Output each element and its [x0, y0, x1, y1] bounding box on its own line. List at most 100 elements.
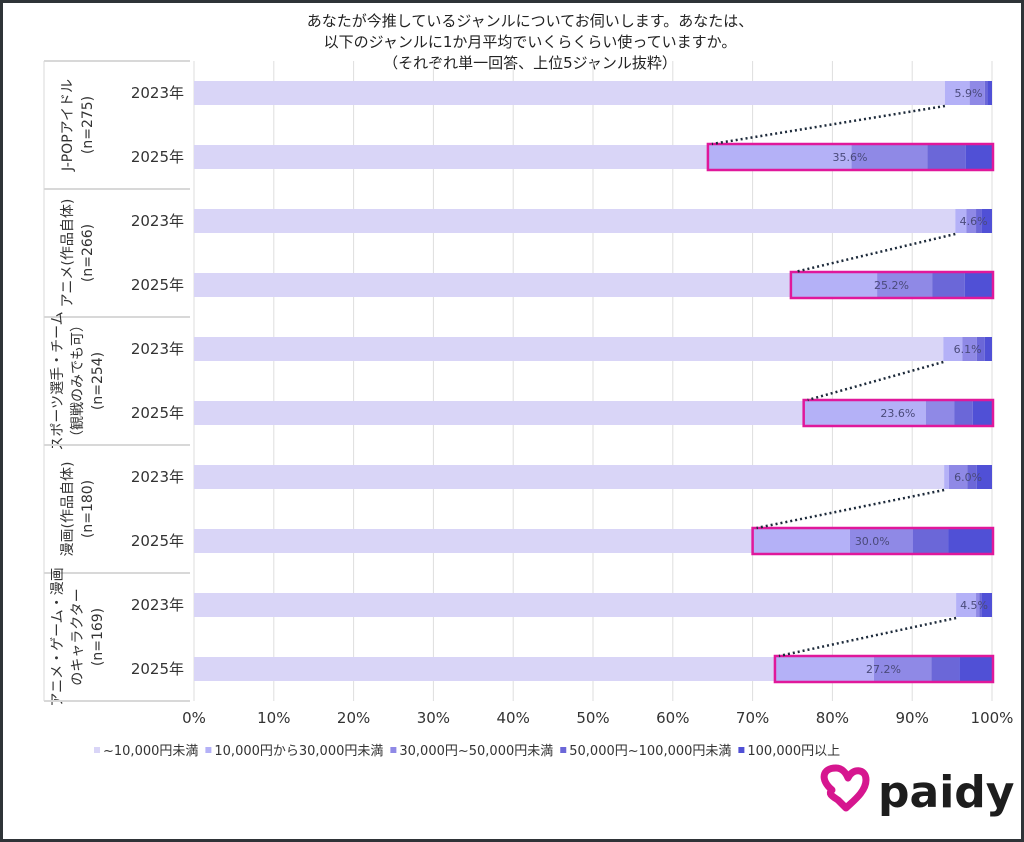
group-label: (n=254)	[90, 352, 106, 410]
bar-segment	[944, 81, 970, 105]
bars: 5.9% 35.6% 4.6% 25.2% 6.1% 23.6% 6.0% 30.0% 4.5%…	[194, 81, 995, 684]
year-label: 2023年	[131, 84, 184, 102]
year-label: 2025年	[131, 148, 184, 166]
bar-segment	[752, 529, 850, 553]
bar-segment	[194, 337, 944, 361]
bar-segment	[851, 145, 928, 169]
x-tick-label: 60%	[656, 709, 689, 727]
connector-line	[711, 104, 946, 146]
data-label: 6.1%	[954, 343, 982, 356]
legend-label: 50,000円~100,000円未満	[569, 744, 731, 759]
connector-line	[794, 232, 956, 274]
paidy-logo: paidy	[820, 764, 1014, 818]
legend-label: 10,000円から30,000円未満	[214, 744, 383, 759]
year-label: 2025年	[131, 532, 184, 550]
legend-label: 100,000円以上	[747, 744, 840, 759]
x-tick-label: 40%	[497, 709, 530, 727]
bar-segment	[976, 593, 980, 617]
bar-segment	[956, 593, 977, 617]
group-label: アニメ・ゲーム・漫画	[50, 567, 66, 706]
x-tick-label: 50%	[576, 709, 609, 727]
data-label: 6.0%	[954, 471, 982, 484]
connector-line	[807, 360, 944, 402]
bar-segment	[979, 593, 982, 617]
legend-swatch	[560, 747, 567, 753]
data-label: 4.6%	[960, 215, 988, 228]
bar-segment	[972, 401, 992, 425]
bar-segment	[194, 529, 753, 553]
group-label: スポーツ選手・チーム	[50, 311, 66, 450]
year-label: 2025年	[131, 660, 184, 678]
bar-segment	[955, 209, 967, 233]
bar-segment	[969, 81, 985, 105]
bar-segment	[943, 337, 963, 361]
year-label: 2025年	[131, 404, 184, 422]
bar-segment	[194, 273, 791, 297]
bar-segment	[194, 145, 708, 169]
group-label: （観戦のみでも可）	[69, 318, 86, 444]
group-label: (n=180)	[80, 480, 96, 538]
legend-label: 30,000円~50,000円未満	[399, 744, 553, 759]
bar-segment	[194, 81, 945, 105]
bar-segment	[984, 81, 988, 105]
bar-segment	[967, 465, 977, 489]
data-label: 25.2%	[874, 279, 909, 292]
bar-segment	[194, 209, 956, 233]
year-label: 2023年	[131, 212, 184, 230]
bar-segment	[931, 657, 960, 681]
x-tick-label: 0%	[182, 709, 206, 727]
paidy-logo-mark	[820, 764, 870, 812]
legend-label: ~10,000円未満	[103, 744, 198, 759]
data-label: 27.2%	[866, 663, 901, 676]
bar-segment	[707, 145, 852, 169]
title-line: あなたが今推しているジャンルについてお伺いします。あなたは、	[307, 12, 753, 30]
year-label: 2023年	[131, 596, 184, 614]
bar-segment	[194, 593, 957, 617]
bar-segment	[194, 657, 775, 681]
bar-segment	[976, 209, 982, 233]
bar-segment	[194, 401, 804, 425]
legend: ~10,000円未満 10,000円から30,000円未満 30,000円~50,0…	[94, 744, 840, 759]
legend-swatch	[205, 747, 212, 753]
connector-line	[778, 616, 957, 658]
bar-segment	[944, 465, 949, 489]
bar-segment	[948, 465, 968, 489]
bar-segment	[873, 657, 932, 681]
title-line: 以下のジャンルに1か月平均でいくらくらい使っていますか。	[324, 33, 737, 51]
highlight-box	[773, 654, 995, 684]
bar-segment	[984, 337, 992, 361]
chart-title: あなたが今推しているジャンルについてお伺いします。あなたは、以下のジャンルに1か…	[307, 12, 753, 72]
highlight-box	[751, 526, 995, 556]
bar-segment	[965, 145, 992, 169]
group-label: J-POPアイドル	[60, 79, 76, 172]
x-axis-ticks: 0% 10% 20% 30% 40% 50% 60% 70% 80% 90% 100%	[182, 709, 1013, 727]
data-label: 23.6%	[880, 407, 915, 420]
paidy-logo-text: paidy	[878, 767, 1014, 818]
bar-segment	[877, 273, 933, 297]
x-tick-label: 10%	[257, 709, 290, 727]
bar-segment	[954, 401, 973, 425]
data-label: 30.0%	[855, 535, 890, 548]
x-tick-label: 30%	[417, 709, 450, 727]
bar-segment	[981, 593, 992, 617]
highlight-box	[706, 142, 995, 172]
highlight-box	[802, 398, 995, 428]
bar-segment	[962, 337, 977, 361]
bar-segment	[932, 273, 965, 297]
group-label: 漫画(作品自体)	[60, 462, 76, 557]
year-label: 2023年	[131, 340, 184, 358]
x-tick-label: 100%	[971, 709, 1014, 727]
bar-segment	[849, 529, 913, 553]
legend-swatch	[94, 747, 100, 753]
bar-segment	[925, 401, 955, 425]
bar-segment	[927, 145, 966, 169]
x-tick-label: 20%	[337, 709, 370, 727]
bar-segment	[959, 657, 992, 681]
connector-line	[756, 488, 945, 530]
title-line: （それぞれ単一回答、上位5ジャンル抜粋）	[383, 54, 677, 72]
legend-swatch	[738, 747, 745, 753]
data-label: 35.6%	[832, 151, 867, 164]
bar-segment	[976, 465, 992, 489]
bar-segment	[948, 529, 992, 553]
x-tick-label: 90%	[896, 709, 929, 727]
